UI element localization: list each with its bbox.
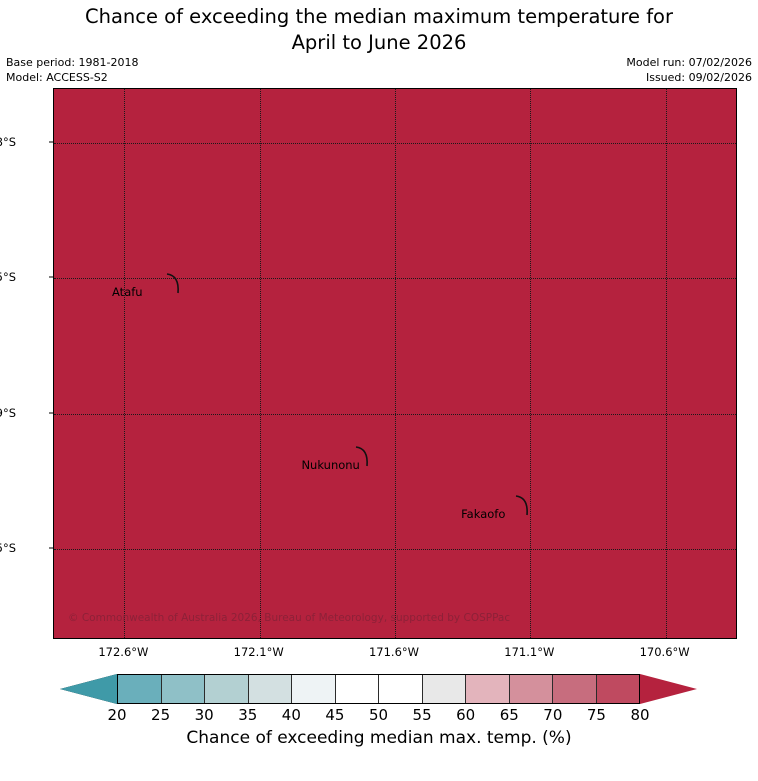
gridline-vertical (395, 89, 396, 638)
colorbar-tick-label: 55 (412, 706, 432, 724)
colorbar-tick-label: 60 (456, 706, 476, 724)
colorbar-segment[interactable] (292, 675, 336, 703)
gridline-horizontal (54, 278, 736, 280)
copyright-text: © Commonwealth of Australia 2026, Bureau… (68, 612, 511, 624)
y-tick-mark (49, 276, 53, 278)
colorbar-segments[interactable] (117, 674, 640, 704)
gridline-horizontal (54, 143, 736, 145)
y-tick-label: 8.5°S (0, 270, 16, 285)
colorbar[interactable] (0, 672, 758, 706)
colorbar-tick-label: 20 (107, 706, 127, 724)
colorbar-label: Chance of exceeding median max. temp. (%… (186, 728, 572, 748)
model-run-text: Model run: 07/02/2026 (626, 56, 752, 69)
colorbar-tick-label: 45 (325, 706, 345, 724)
page-title: Chance of exceeding the median maximum t… (84, 5, 674, 54)
colorbar-over-arrow-icon (640, 674, 697, 704)
island-label: Atafu (112, 284, 143, 299)
colorbar-tick-labels: 20 25 30 35 40 45 50 55 60 65 70 75 80 (0, 706, 758, 728)
colorbar-segment[interactable] (248, 675, 292, 703)
y-tick-label: 9°S (0, 405, 16, 420)
gridline-vertical (259, 89, 261, 638)
y-tick-mark (49, 412, 53, 414)
base-period-text: Base period: 1981-2018 (6, 56, 139, 69)
x-tick-label: 170.6°W (639, 645, 690, 659)
colorbar-segment[interactable] (596, 675, 639, 703)
colorbar-segment[interactable] (509, 675, 553, 703)
colorbar-segment[interactable] (379, 675, 423, 703)
colorbar-under-arrow-icon (60, 674, 117, 704)
colorbar-segment[interactable] (466, 675, 510, 703)
gridline-vertical (530, 89, 532, 638)
colorbar-segment[interactable] (422, 675, 466, 703)
colorbar-tick-label: 70 (543, 706, 563, 724)
colorbar-tick-label: 75 (586, 706, 606, 724)
colorbar-tick-label: 40 (281, 706, 301, 724)
x-tick-label: 171.1°W (504, 645, 555, 659)
y-tick-label: 9.5°S (0, 540, 16, 555)
x-tick-label: 171.6°W (368, 645, 420, 659)
issued-text: Issued: 09/02/2026 (645, 70, 752, 84)
y-tick-label: 8°S (0, 135, 16, 150)
gridline-vertical (665, 89, 667, 638)
colorbar-tick-label: 65 (499, 706, 519, 724)
x-tick-label: 172.1°W (233, 645, 284, 659)
gridline-horizontal (54, 413, 736, 415)
metadata-left: Base period: 1981-2018 Model: ACCESS-S2 (6, 56, 138, 85)
colorbar-segment[interactable] (335, 675, 379, 703)
colorbar-segment[interactable] (161, 675, 205, 703)
gridline-vertical (124, 89, 126, 638)
colorbar-segment[interactable] (205, 675, 249, 703)
gridline-horizontal (54, 548, 736, 550)
island-label: Nukunonu (301, 457, 360, 472)
colorbar-tick-label: 25 (151, 706, 171, 724)
colorbar-tick-label: 80 (630, 706, 650, 724)
metadata-right: Model run: 07/02/2026 Issued: 09/02/2026 (626, 56, 752, 85)
model-text: Model: ACCESS-S2 (6, 70, 108, 84)
colorbar-tick-label: 35 (238, 706, 258, 724)
island-label: Fakaofo (461, 506, 506, 521)
colorbar-segment[interactable] (553, 675, 597, 703)
map-plot-area[interactable]: Atafu Nukunonu Fakaofo © Commonwealth of A… (53, 88, 737, 639)
colorbar-tick-label: 30 (194, 706, 214, 724)
x-tick-label: 172.6°W (98, 645, 149, 659)
colorbar-segment[interactable] (118, 675, 162, 703)
y-tick-mark (49, 547, 53, 549)
colorbar-tick-label: 50 (368, 706, 389, 724)
y-tick-mark (49, 141, 53, 143)
